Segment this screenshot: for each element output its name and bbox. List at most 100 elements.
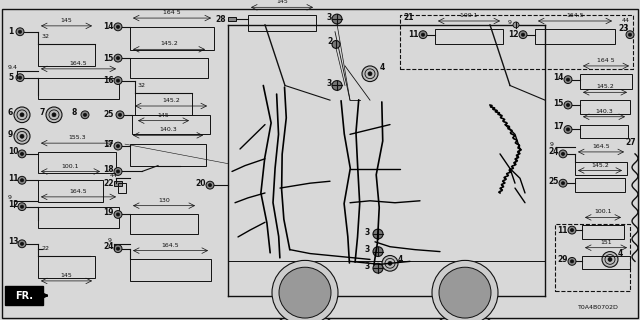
Circle shape bbox=[564, 76, 572, 84]
Circle shape bbox=[568, 226, 576, 234]
Circle shape bbox=[116, 111, 124, 119]
Circle shape bbox=[564, 125, 572, 133]
Circle shape bbox=[602, 252, 618, 267]
Circle shape bbox=[18, 176, 26, 184]
Bar bbox=[132, 115, 210, 134]
Circle shape bbox=[368, 72, 372, 76]
Bar bbox=[130, 214, 198, 234]
Text: 100.1: 100.1 bbox=[595, 210, 612, 214]
Circle shape bbox=[382, 255, 398, 271]
Text: 3: 3 bbox=[327, 12, 332, 21]
Circle shape bbox=[432, 260, 498, 320]
Circle shape bbox=[116, 79, 120, 82]
Text: 164.5: 164.5 bbox=[70, 189, 87, 194]
Text: 8: 8 bbox=[72, 108, 77, 117]
Text: 145.2: 145.2 bbox=[160, 41, 178, 46]
Circle shape bbox=[114, 23, 122, 31]
Circle shape bbox=[18, 203, 26, 211]
Bar bbox=[135, 93, 192, 115]
Text: 5: 5 bbox=[8, 73, 13, 82]
Text: 16: 16 bbox=[103, 76, 113, 85]
Circle shape bbox=[19, 76, 22, 79]
Bar bbox=[130, 260, 211, 281]
Text: 13: 13 bbox=[8, 237, 19, 246]
Circle shape bbox=[20, 205, 24, 208]
Text: 9: 9 bbox=[508, 20, 512, 26]
Text: 29: 29 bbox=[557, 255, 568, 264]
Circle shape bbox=[568, 258, 576, 265]
Text: 11: 11 bbox=[408, 30, 419, 39]
Text: 18: 18 bbox=[103, 165, 114, 174]
Circle shape bbox=[626, 31, 634, 39]
Circle shape bbox=[14, 128, 30, 144]
Bar bbox=[580, 124, 628, 138]
Bar bbox=[130, 144, 206, 166]
Text: 3: 3 bbox=[327, 79, 332, 88]
Text: 44: 44 bbox=[110, 173, 118, 178]
Circle shape bbox=[419, 31, 427, 39]
Circle shape bbox=[279, 267, 331, 318]
Circle shape bbox=[519, 31, 527, 39]
Circle shape bbox=[83, 113, 86, 116]
Circle shape bbox=[559, 179, 567, 187]
Text: 12: 12 bbox=[508, 30, 518, 39]
Circle shape bbox=[20, 134, 24, 138]
Circle shape bbox=[561, 182, 564, 185]
Circle shape bbox=[118, 113, 122, 116]
Text: 27: 27 bbox=[625, 138, 636, 147]
Text: 145: 145 bbox=[61, 18, 72, 23]
Text: 145.2: 145.2 bbox=[596, 84, 614, 89]
Text: T0A4B0702D: T0A4B0702D bbox=[578, 305, 619, 310]
Text: 130: 130 bbox=[158, 198, 170, 203]
Circle shape bbox=[18, 150, 26, 158]
Circle shape bbox=[209, 184, 212, 187]
Bar bbox=[38, 180, 103, 202]
Circle shape bbox=[114, 54, 122, 62]
Bar bbox=[248, 15, 316, 31]
Text: 22: 22 bbox=[42, 246, 50, 251]
Circle shape bbox=[332, 81, 342, 90]
Circle shape bbox=[388, 261, 392, 265]
Circle shape bbox=[116, 247, 120, 250]
Circle shape bbox=[373, 247, 383, 257]
Circle shape bbox=[46, 107, 62, 123]
Text: 11: 11 bbox=[557, 226, 568, 235]
Circle shape bbox=[362, 66, 378, 82]
Text: 21: 21 bbox=[403, 12, 413, 21]
Text: 145: 145 bbox=[61, 273, 72, 278]
Bar bbox=[400, 15, 633, 69]
Text: 9: 9 bbox=[108, 238, 112, 243]
Text: 11: 11 bbox=[8, 174, 19, 183]
Bar bbox=[580, 100, 630, 114]
Text: 23: 23 bbox=[618, 24, 628, 33]
Circle shape bbox=[373, 263, 383, 273]
Text: 10: 10 bbox=[8, 148, 19, 156]
Circle shape bbox=[559, 150, 567, 158]
Bar bbox=[38, 44, 95, 66]
Text: 9.4: 9.4 bbox=[8, 65, 18, 70]
Circle shape bbox=[373, 229, 383, 239]
Text: FR.: FR. bbox=[15, 291, 33, 300]
Circle shape bbox=[206, 181, 214, 189]
Circle shape bbox=[566, 78, 570, 81]
Bar bbox=[5, 286, 43, 305]
Bar bbox=[580, 74, 632, 89]
Bar bbox=[38, 78, 119, 99]
Bar bbox=[114, 181, 122, 186]
Circle shape bbox=[421, 33, 424, 36]
Bar bbox=[582, 255, 630, 269]
Text: 164.5: 164.5 bbox=[566, 13, 584, 18]
Text: 14: 14 bbox=[553, 73, 563, 82]
Text: 32: 32 bbox=[42, 34, 50, 39]
Text: 7: 7 bbox=[40, 108, 45, 117]
Text: 164 5: 164 5 bbox=[597, 58, 615, 63]
Circle shape bbox=[114, 142, 122, 150]
Circle shape bbox=[14, 107, 30, 123]
Circle shape bbox=[332, 14, 342, 24]
Circle shape bbox=[116, 213, 120, 216]
Circle shape bbox=[116, 145, 120, 148]
Bar bbox=[118, 183, 126, 193]
Bar bbox=[130, 27, 214, 50]
Bar bbox=[38, 257, 95, 278]
Text: 4: 4 bbox=[380, 63, 385, 72]
